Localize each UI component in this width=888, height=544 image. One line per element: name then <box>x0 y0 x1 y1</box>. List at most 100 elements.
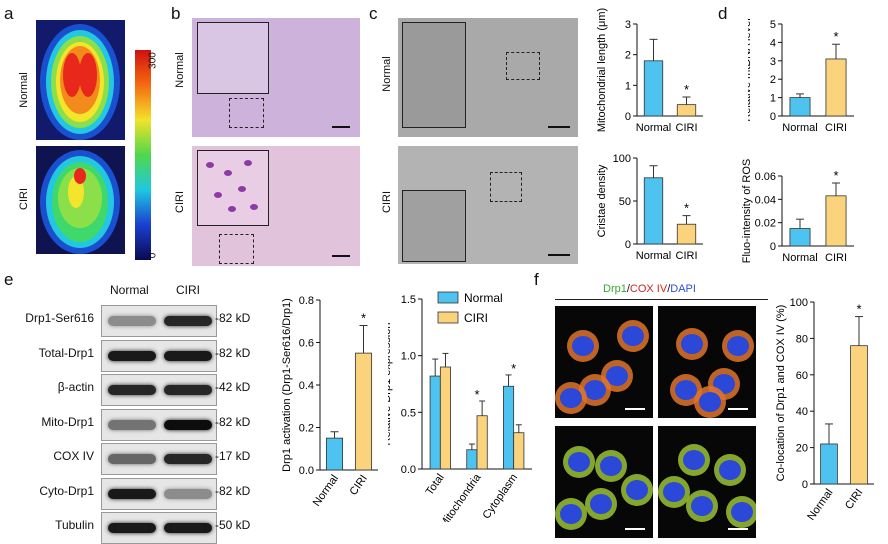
y-tick-label: 80 <box>796 333 808 345</box>
chart-mtdna-level: 0 1 2 3 4 5 Relative mtDNA level Normal * CIRI <box>748 18 854 134</box>
wb-row-label: β-actin <box>57 380 94 394</box>
x-tick-label: Normal <box>636 250 671 262</box>
x-tick-label: CIRI <box>676 250 698 262</box>
wb-band-row <box>101 512 217 544</box>
x-tick-label: CIRI <box>825 122 847 134</box>
y-axis-label: Co-location of Drp1 and COX IV (%) <box>775 305 787 482</box>
wb-row-label: Mito-Drp1 <box>41 414 94 429</box>
significance-mark: * <box>833 168 838 183</box>
panel-label-c: c <box>369 4 378 23</box>
bar-normal <box>820 443 838 485</box>
panel-label-d: d <box>718 4 728 23</box>
legend-label: Normal <box>464 291 503 305</box>
bar-ciri <box>825 58 847 117</box>
bar-normal <box>643 60 664 117</box>
y-tick-label: 2 <box>770 74 776 86</box>
chart-drp1-activation: 0.0 0.2 0.4 0.6 0.8 Drp1 activation (Drp1-Ser… <box>281 295 378 509</box>
wb-band-ciri <box>164 350 212 361</box>
panel-label-e: e <box>4 270 14 289</box>
panel-label-f: f <box>534 270 539 289</box>
y-tick-label: 60 <box>796 370 808 382</box>
wb-row-kd: -17 kD <box>215 449 251 463</box>
stain-sep-2: / <box>667 283 671 295</box>
y-tick-label: 0.6 <box>299 338 314 350</box>
row-label-normal-a: Normal <box>18 72 30 108</box>
y-tick-label: 0 <box>625 111 631 123</box>
bar-normal <box>789 97 811 117</box>
row-label-ciri-b: CIRI <box>174 191 186 213</box>
wb-row-kd: -50 kD <box>215 518 251 532</box>
wb-band-row <box>101 477 217 510</box>
wb-row-label: Cyto-Drp1 <box>39 483 94 498</box>
y-tick-label: 0.06 <box>755 171 776 183</box>
wb-band-row <box>101 305 217 337</box>
wb-band-ciri <box>164 316 212 326</box>
chart-drp1-expression: 0.0 0.5 1.0 1.5 Relative Drp1 expression Tota… <box>388 291 532 522</box>
row-label-ciri-a: CIRI <box>18 188 30 210</box>
wb-band-ciri <box>164 523 212 533</box>
he-image-ciri <box>192 146 360 266</box>
if-image <box>555 426 653 538</box>
legend-swatch-ciri <box>437 311 459 324</box>
significance-mark: * <box>833 29 838 44</box>
y-tick-label: 0 <box>770 241 776 253</box>
wb-band-normal <box>108 316 156 326</box>
wb-row-kd: -82 kD <box>215 311 251 325</box>
significance-mark: * <box>474 387 479 402</box>
wb-band-ciri <box>164 454 212 464</box>
wb-row-kd: -82 kD <box>215 345 251 360</box>
significance-mark: * <box>684 82 689 97</box>
y-tick-label: 5 <box>770 19 776 31</box>
bar-normal <box>325 437 344 471</box>
wb-row-label: Tubulin <box>55 518 94 532</box>
wb-row-label: Drp1-Ser616 <box>25 311 94 325</box>
thermal-image-ciri <box>36 146 125 254</box>
wb-row-label: COX IV <box>53 449 94 463</box>
wb-col-label-normal: Normal <box>110 283 149 297</box>
y-axis-label: Relative mtDNA level <box>748 18 753 121</box>
wb-row-kd: -82 kD <box>215 483 251 498</box>
y-axis-label: Fluo-intensity of ROS <box>741 159 753 264</box>
y-tick-label: 0.04 <box>755 194 776 206</box>
wb-band-normal <box>108 419 156 430</box>
if-image <box>658 306 756 418</box>
y-tick-label: 1 <box>770 93 776 105</box>
x-tick-label: Normal <box>782 252 817 264</box>
colorbar-max: 300 <box>147 52 159 69</box>
chart-mito-length: 0 1 2 3 Mitochondrial length (μm) Normal * CIRI <box>596 8 703 134</box>
significance-mark: * <box>856 302 861 317</box>
if-image <box>658 426 756 538</box>
y-tick-label: 20 <box>796 443 808 455</box>
bar-normal <box>466 449 478 470</box>
y-tick-label: 4 <box>770 37 776 49</box>
wb-row-kd: -82 kD <box>215 414 251 429</box>
y-tick-label: 0.5 <box>401 407 416 419</box>
legend-swatch-normal <box>437 291 459 304</box>
bar-ciri <box>676 104 697 117</box>
y-tick-label: 0.0 <box>401 464 416 476</box>
y-tick-label: 0.8 <box>299 295 314 307</box>
stain-cox: COX IV <box>629 283 668 295</box>
if-image <box>555 306 653 418</box>
wb-band-row <box>101 408 217 441</box>
y-tick-label: 0.2 <box>299 423 314 435</box>
row-label-normal-c: Normal <box>381 56 393 92</box>
bar-normal <box>429 375 441 470</box>
wb-col-label-ciri: CIRI <box>176 283 200 297</box>
wb-row-kd: -42 kD <box>215 380 251 394</box>
tem-image-ciri <box>398 146 578 264</box>
x-tick-label: CIRI <box>843 487 865 512</box>
colorbar <box>135 50 151 260</box>
wb-band-ciri <box>164 419 212 430</box>
significance-mark: * <box>684 201 689 216</box>
stain-dapi: DAPI <box>670 283 696 295</box>
stain-legend: Drp1/COX IV/DAPI <box>603 283 696 295</box>
y-tick-label: 2 <box>625 50 631 62</box>
y-axis-label: Drp1 activation (Drp1-Ser616/Drp1) <box>281 298 293 472</box>
y-tick-label: 0.4 <box>299 380 314 392</box>
legend-label: CIRI <box>464 311 488 325</box>
y-tick-label: 50 <box>619 196 631 208</box>
y-tick-label: 0 <box>802 479 808 491</box>
he-image-normal <box>192 18 360 137</box>
